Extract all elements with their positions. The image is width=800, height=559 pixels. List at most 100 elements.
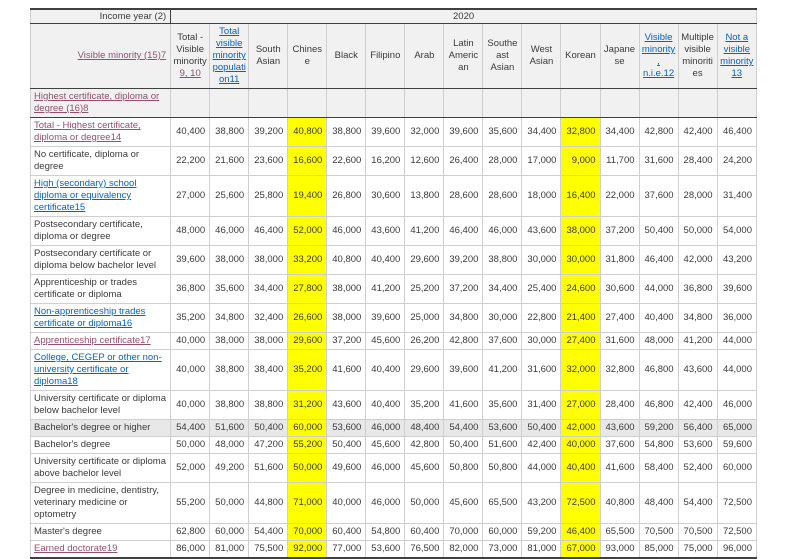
column-header-label: Latin American [448, 38, 479, 73]
column-header-chinese: Chinese [287, 23, 328, 89]
row-label-text: Master's degree [34, 526, 102, 537]
column-header-label: Total - Visible minority [173, 32, 207, 67]
value-cell-multiple-visible-minorities: 70,500 [677, 523, 718, 541]
row-label-text: Bachelor's degree or higher [34, 422, 151, 433]
section-empty-cell [638, 88, 679, 118]
row-label: Apprenticeship or trades certificate or … [29, 274, 172, 304]
row-label[interactable]: High (secondary) school diploma or equiv… [29, 175, 172, 217]
row-label-link[interactable]: High (secondary) school diploma or equiv… [34, 178, 137, 213]
column-header-label: Korean [565, 50, 596, 61]
row-label-link[interactable]: Apprenticeship certificate17 [34, 335, 151, 346]
table-row-apprenticeship-or-trades-certificate-or-: Apprenticeship or trades certificate or … [29, 274, 758, 304]
value-cell-west-asian: 34,400 [521, 117, 562, 147]
value-cell-southeast-asian: 73,000 [482, 540, 523, 559]
value-cell-southeast-asian: 30,000 [482, 303, 523, 333]
value-cell-south-asian: 75,500 [248, 540, 289, 559]
row-label-text: Postsecondary certificate or diploma bel… [34, 248, 156, 271]
section-empty-cell [365, 88, 406, 118]
value-cell-southeast-asian: 34,400 [482, 274, 523, 304]
row-label-link[interactable]: Total - Highest certificate, diploma or … [34, 120, 141, 143]
value-cell-chinese: 70,000 [287, 523, 328, 541]
column-header-row: Visible minority (15)7 Total - Visible m… [29, 23, 758, 89]
value-cell-total-visible-minority-population11: 81,000 [209, 540, 250, 559]
value-cell-arab: 26,200 [404, 332, 445, 350]
column-header-label[interactable]: Visible minority, n.i.e.12 [641, 32, 676, 79]
value-cell-total-visible-minority: 22,200 [170, 146, 211, 176]
value-cell-filipino: 54,800 [365, 523, 406, 541]
row-label-link[interactable]: Earned doctorate19 [34, 543, 118, 554]
value-cell-filipino: 46,000 [365, 419, 406, 437]
value-cell-visible-minority-n-i-e-12: 40,400 [638, 303, 679, 333]
value-cell-west-asian: 31,400 [521, 390, 562, 420]
column-header-label[interactable]: Total visible minority population11 [212, 26, 246, 85]
value-cell-filipino: 45,600 [365, 332, 406, 350]
row-label[interactable]: Total - Highest certificate, diploma or … [29, 117, 172, 147]
value-cell-arab: 13,800 [404, 175, 445, 217]
value-cell-not-a-visible-minority-13: 39,600 [716, 274, 758, 304]
value-cell-arab: 25,200 [404, 274, 445, 304]
visible-minority-link[interactable]: Visible minority (15)7 [77, 50, 167, 61]
row-label-link[interactable]: Non-apprenticeship trades certificate or… [34, 306, 146, 329]
value-cell-japanese: 27,400 [599, 303, 640, 333]
row-label: University certificate or diploma below … [29, 390, 172, 420]
value-cell-latin-american: 41,600 [443, 390, 484, 420]
value-cell-arab: 41,200 [404, 216, 445, 246]
value-cell-visible-minority-n-i-e-12: 59,200 [638, 419, 679, 437]
value-cell-arab: 35,200 [404, 390, 445, 420]
value-cell-west-asian: 25,400 [521, 274, 562, 304]
value-cell-southeast-asian: 35,600 [482, 390, 523, 420]
row-label: Bachelor's degree [29, 436, 172, 454]
column-header-visible-minority-n-i-e-12[interactable]: Visible minority, n.i.e.12 [638, 23, 679, 89]
value-cell-south-asian: 47,200 [248, 436, 289, 454]
value-cell-visible-minority-n-i-e-12: 70,500 [638, 523, 679, 541]
column-header-multiple-visible-minorities: Multiple visible minorities [677, 23, 718, 89]
value-cell-total-visible-minority-population11: 49,200 [209, 453, 250, 483]
column-header-southeast-asian: Southeast Asian [482, 23, 523, 89]
row-label-text: No certificate, diploma or degree [34, 149, 140, 172]
stub-header-visible-minority[interactable]: Visible minority (15)7 [29, 23, 172, 89]
row-label[interactable]: College, CEGEP or other non-university c… [29, 349, 172, 391]
value-cell-chinese: 52,000 [287, 216, 328, 246]
value-cell-black: 77,000 [326, 540, 367, 559]
footnote-link[interactable]: 9, 10 [179, 68, 201, 79]
income-year-header: Income year (2) [29, 8, 172, 24]
column-header-arab: Arab [404, 23, 445, 89]
row-label[interactable]: Non-apprenticeship trades certificate or… [29, 303, 172, 333]
value-cell-multiple-visible-minorities: 34,800 [677, 303, 718, 333]
column-header-korean: Korean [560, 23, 601, 89]
highest-certificate-link[interactable]: Highest certificate, diploma or degree (… [34, 91, 160, 114]
value-cell-chinese: 60,000 [287, 419, 328, 437]
value-cell-latin-american: 70,000 [443, 523, 484, 541]
value-cell-total-visible-minority: 50,000 [170, 436, 211, 454]
row-label: Degree in medicine, dentistry, veterinar… [29, 482, 172, 524]
column-header-total-visible-minority-population11[interactable]: Total visible minority population11 [209, 23, 250, 89]
value-cell-south-asian: 38,400 [248, 349, 289, 391]
section-empty-cell [326, 88, 367, 118]
section-header-highest-certificate[interactable]: Highest certificate, diploma or degree (… [29, 88, 172, 118]
value-cell-not-a-visible-minority-13: 54,000 [716, 216, 758, 246]
value-cell-filipino: 39,600 [365, 117, 406, 147]
value-cell-chinese: 40,800 [287, 117, 328, 147]
section-header-row: Highest certificate, diploma or degree (… [29, 88, 758, 118]
value-cell-total-visible-minority: 55,200 [170, 482, 211, 524]
value-cell-total-visible-minority: 35,200 [170, 303, 211, 333]
table-row-bachelor-s-degree-or-higher: Bachelor's degree or higher 54,400 51,600 5… [29, 419, 758, 437]
value-cell-west-asian: 44,000 [521, 453, 562, 483]
value-cell-arab: 29,600 [404, 349, 445, 391]
row-label[interactable]: Earned doctorate19 [29, 540, 172, 559]
value-cell-chinese: 31,200 [287, 390, 328, 420]
value-cell-korean: 16,400 [560, 175, 601, 217]
row-label[interactable]: Apprenticeship certificate17 [29, 332, 172, 350]
value-cell-total-visible-minority-population11: 38,000 [209, 245, 250, 275]
value-cell-southeast-asian: 65,500 [482, 482, 523, 524]
value-cell-southeast-asian: 28,000 [482, 146, 523, 176]
column-header-not-a-visible-minority-13[interactable]: Not a visible minority 13 [716, 23, 758, 89]
column-header-label[interactable]: Not a visible minority 13 [720, 32, 754, 79]
value-cell-not-a-visible-minority-13: 96,000 [716, 540, 758, 559]
value-cell-black: 60,400 [326, 523, 367, 541]
value-cell-multiple-visible-minorities: 42,400 [677, 390, 718, 420]
income-statistics-table: Income year (2) 2020 Visible minority (1… [29, 8, 758, 559]
row-label-link[interactable]: College, CEGEP or other non-university c… [34, 352, 162, 387]
value-cell-latin-american: 42,800 [443, 332, 484, 350]
value-cell-multiple-visible-minorities: 41,200 [677, 332, 718, 350]
